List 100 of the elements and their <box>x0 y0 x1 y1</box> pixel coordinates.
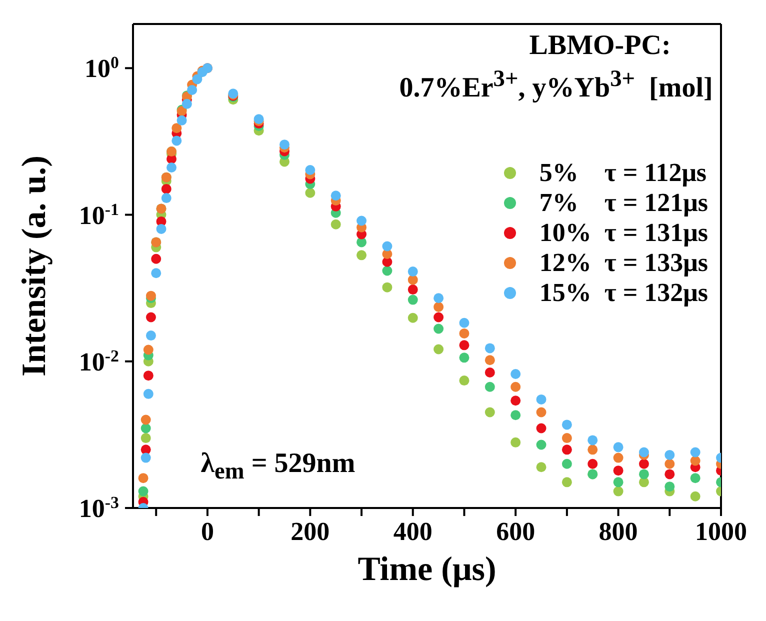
point <box>156 224 166 234</box>
point <box>562 458 572 469</box>
legend-label: 5% τ = 112μs <box>539 158 707 188</box>
x-tick-label: 800 <box>598 517 638 546</box>
point <box>172 123 182 134</box>
point <box>510 410 521 420</box>
point <box>664 450 675 460</box>
point <box>536 394 546 404</box>
point <box>536 440 546 450</box>
point <box>382 241 392 252</box>
legend-label: 10% τ = 131μs <box>539 218 708 248</box>
point <box>638 447 649 458</box>
point <box>305 188 316 198</box>
y-tick-label: 10$^{-3}$ <box>78 492 119 523</box>
point <box>484 367 495 378</box>
point <box>638 469 649 480</box>
point <box>151 254 162 264</box>
point <box>562 477 572 488</box>
legend-label: 15% τ = 132μs <box>539 278 708 308</box>
point <box>382 282 392 292</box>
point <box>138 486 148 496</box>
point <box>187 84 198 95</box>
point <box>536 423 546 434</box>
point <box>510 396 521 406</box>
x-tick-label: 400 <box>393 517 432 546</box>
point <box>143 370 154 381</box>
point <box>459 340 470 350</box>
point <box>408 294 418 305</box>
point <box>613 442 624 452</box>
point <box>279 140 290 150</box>
y-axis-title: Intensity (a. u.) <box>16 155 54 377</box>
point <box>613 466 624 476</box>
x-tick-label: 200 <box>290 517 330 546</box>
annotation: 0.7%Er$^{3+}$, y%Yb$^{3+}$ [mol] <box>399 66 713 104</box>
point <box>536 462 546 472</box>
point <box>434 293 444 304</box>
point <box>613 452 624 463</box>
point <box>434 302 444 312</box>
point <box>484 382 495 392</box>
point <box>690 473 700 484</box>
point <box>434 324 444 334</box>
point <box>484 343 495 354</box>
point <box>588 458 598 469</box>
point <box>690 456 700 466</box>
point <box>690 491 700 502</box>
point <box>484 407 495 418</box>
point <box>176 115 187 126</box>
point <box>140 414 151 425</box>
point <box>510 382 521 392</box>
point <box>484 355 495 366</box>
point <box>459 318 470 328</box>
point <box>690 447 700 458</box>
point <box>356 216 367 226</box>
point <box>146 312 156 322</box>
point <box>664 482 675 492</box>
y-tick-label: 10$^{0}$ <box>84 52 119 84</box>
point <box>408 312 418 323</box>
point <box>408 274 418 285</box>
point <box>664 469 675 480</box>
point <box>664 458 675 469</box>
point <box>459 352 470 363</box>
point <box>143 388 154 399</box>
point <box>434 344 444 354</box>
point <box>459 376 470 386</box>
point <box>356 250 367 260</box>
x-axis-title: Time (μs) <box>358 551 496 588</box>
point <box>166 162 177 173</box>
point <box>510 437 521 448</box>
point <box>459 328 470 338</box>
point <box>182 98 192 109</box>
point <box>510 369 521 380</box>
point <box>161 184 172 194</box>
point <box>382 266 392 276</box>
point <box>638 458 649 469</box>
point <box>588 435 598 446</box>
annotation: λ$_{em}$ = 529nm <box>200 448 356 486</box>
point <box>146 290 156 301</box>
point <box>172 136 182 146</box>
x-tick-label: 600 <box>496 517 536 546</box>
point <box>138 473 148 484</box>
point <box>588 444 598 455</box>
point <box>140 433 151 444</box>
legend-label: 7% τ = 121μs <box>539 188 708 218</box>
point <box>408 284 418 295</box>
point <box>330 219 341 230</box>
point <box>434 312 444 322</box>
point <box>408 266 418 277</box>
point <box>161 193 172 204</box>
y-tick-label: 10$^{-2}$ <box>78 346 119 376</box>
point <box>613 486 624 496</box>
point <box>562 433 572 444</box>
point <box>140 452 151 463</box>
point <box>140 423 151 434</box>
point <box>305 164 316 175</box>
point <box>151 268 162 278</box>
point <box>146 330 156 341</box>
annotation: LBMO-PC: <box>529 30 671 62</box>
point <box>613 477 624 488</box>
point <box>536 407 546 418</box>
point <box>562 420 572 430</box>
